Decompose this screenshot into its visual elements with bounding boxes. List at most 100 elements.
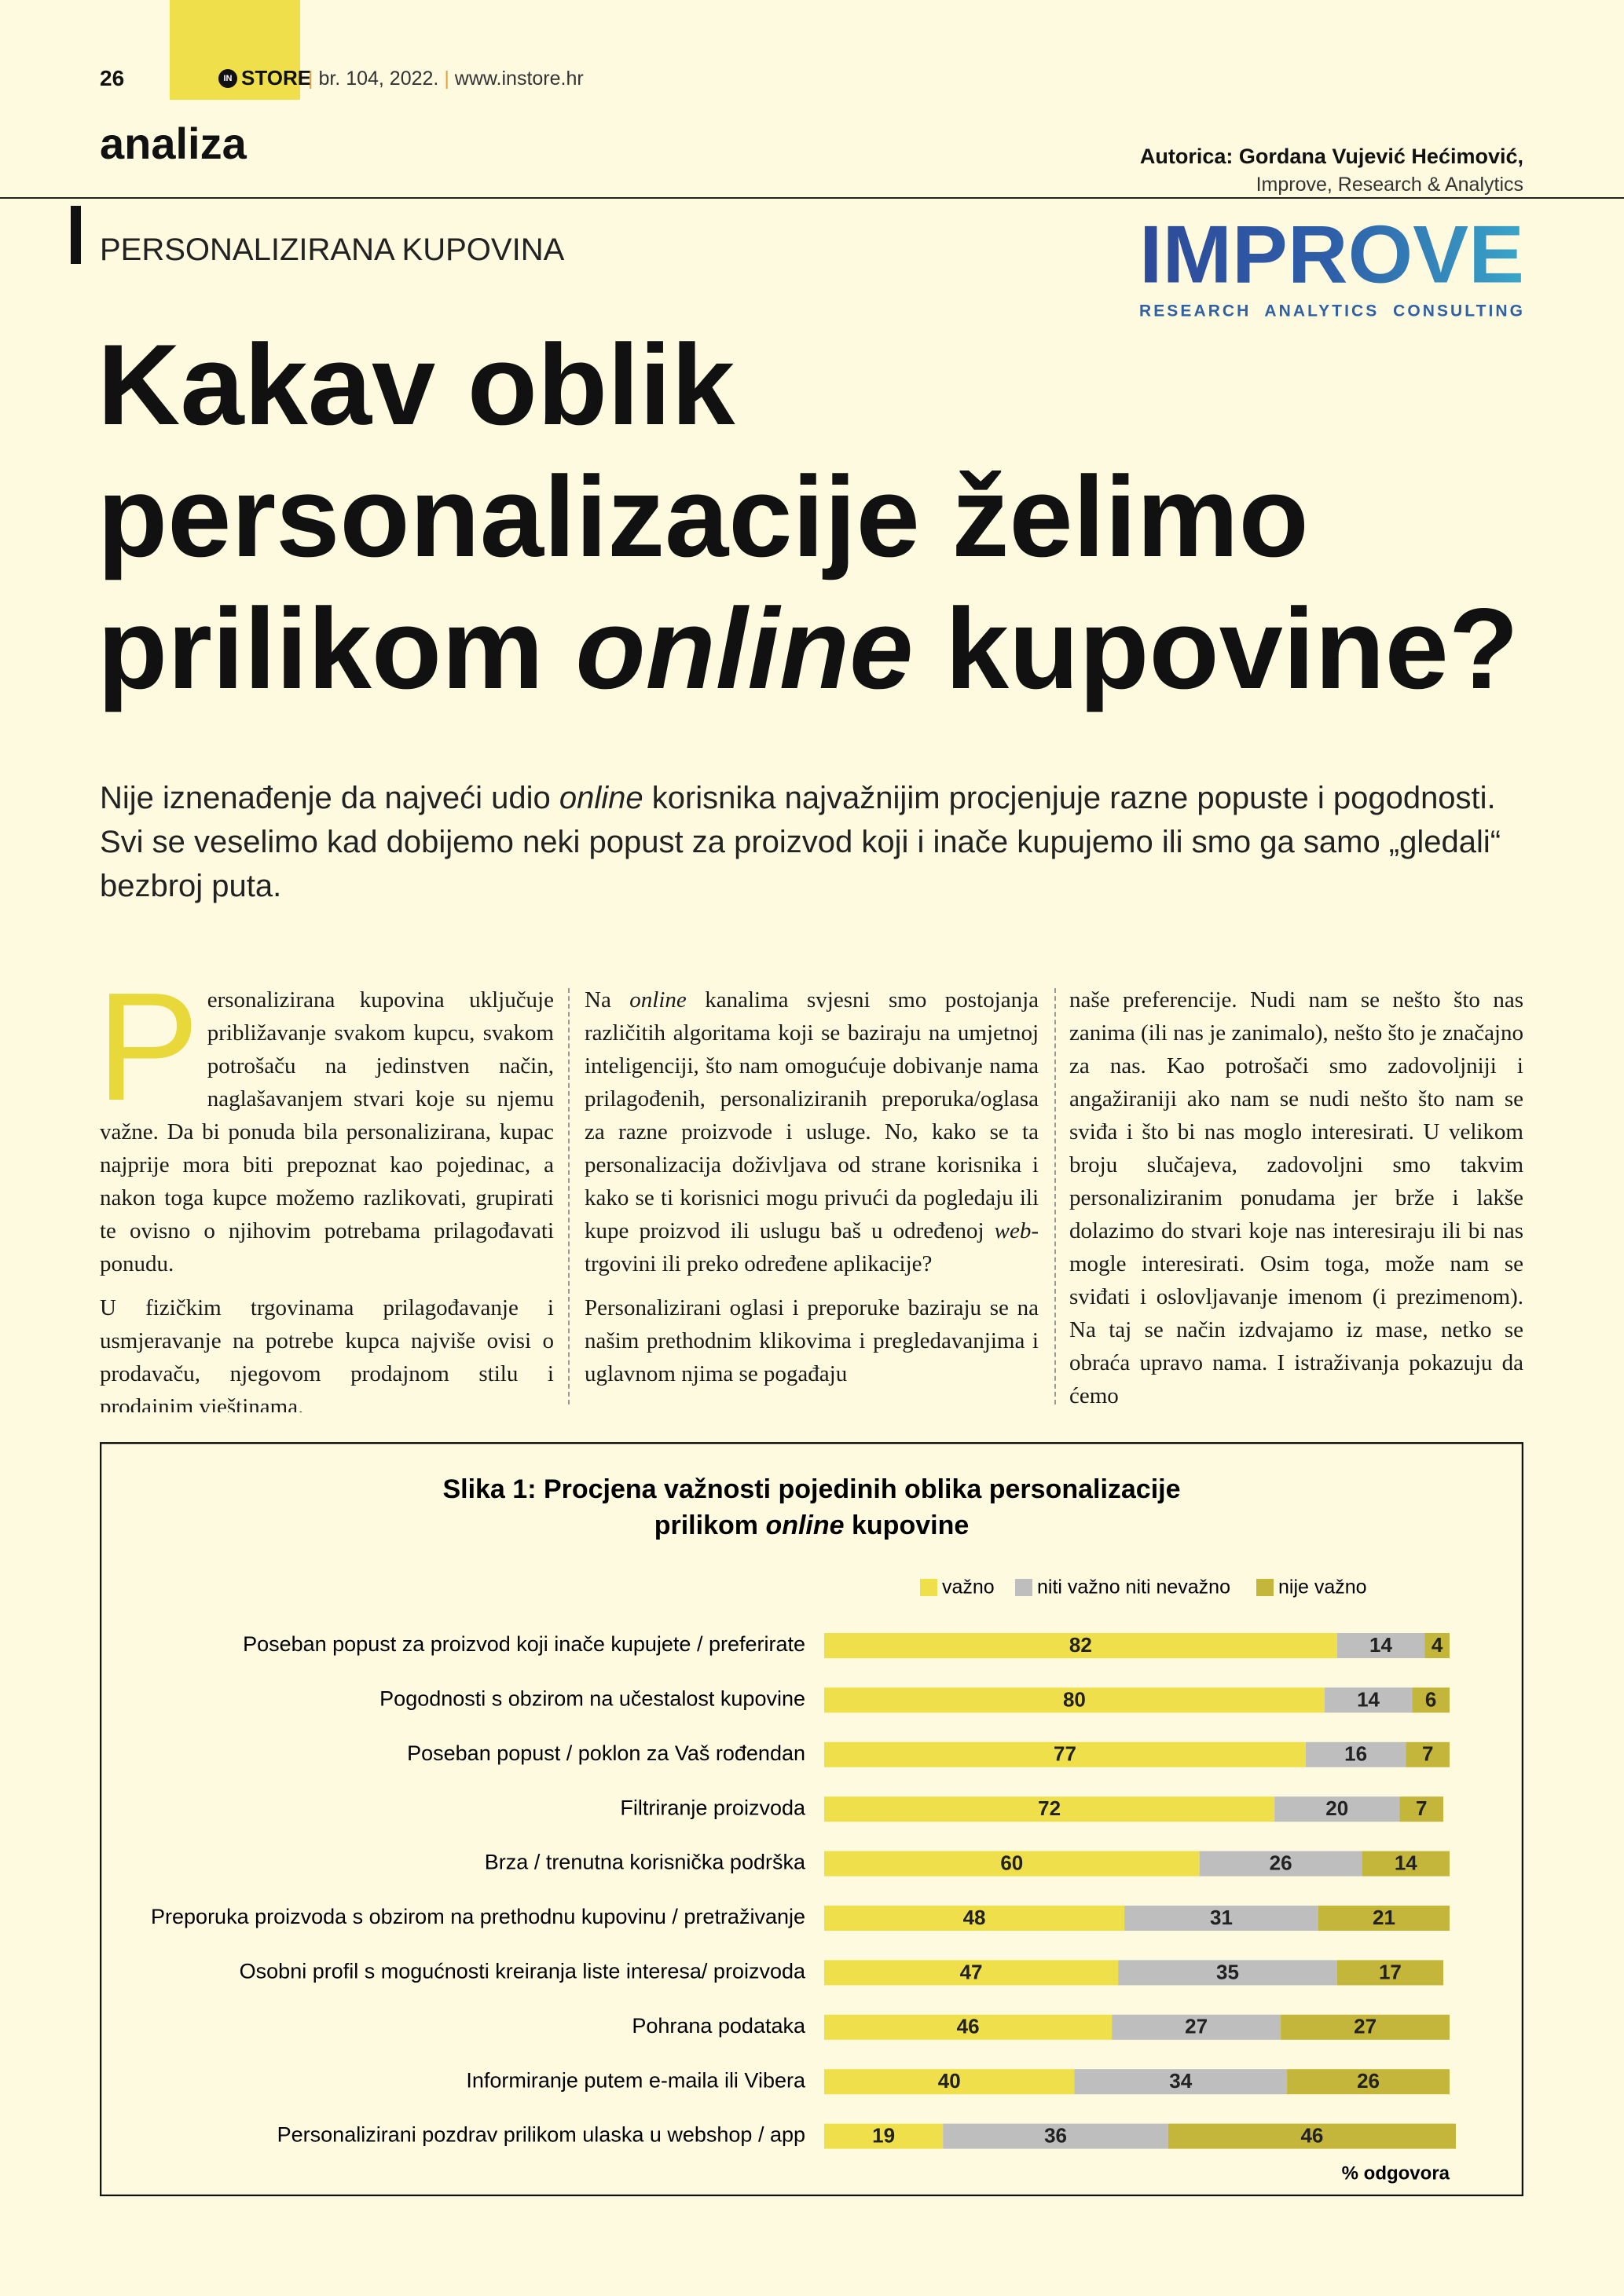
paragraph-text: -trgovini ili preko određene aplikacije? xyxy=(585,1218,1039,1276)
value-label: 14 xyxy=(1369,1633,1392,1657)
bar-segment xyxy=(1336,1633,1425,1658)
website: www.instore.hr xyxy=(454,68,584,90)
bar-segment xyxy=(1287,2069,1450,2095)
drop-cap: P xyxy=(100,983,200,1133)
value-label: 17 xyxy=(1379,1960,1402,1983)
separator: | xyxy=(308,68,313,90)
value-label: 34 xyxy=(1169,2069,1192,2093)
paragraph-text: online xyxy=(629,987,687,1013)
logo-in: IN xyxy=(218,68,237,88)
chart-title-text: online xyxy=(765,1511,844,1540)
value-label: 46 xyxy=(957,2015,980,2038)
chart-title: prilikom online kupovine xyxy=(654,1511,970,1540)
value-label: 4 xyxy=(1432,1633,1443,1657)
category-label: Pohrana podataka xyxy=(632,2014,806,2038)
value-label: 36 xyxy=(1044,2123,1067,2147)
bar-segment xyxy=(1362,1851,1450,1877)
value-label: 47 xyxy=(960,1960,983,1983)
bar-segment xyxy=(824,1796,1275,1822)
separator: | xyxy=(444,68,449,90)
legend-swatch xyxy=(1015,1579,1032,1596)
headline-line: prilikom online kupovine? xyxy=(97,584,1519,712)
bar-segment xyxy=(1074,2069,1288,2095)
category-label: Filtriranje proizvoda xyxy=(620,1796,806,1819)
value-label: 80 xyxy=(1063,1687,1086,1711)
bar-segment xyxy=(824,1851,1200,1877)
value-label: 7 xyxy=(1416,1796,1427,1820)
category-label: Pogodnosti s obzirom na učestalost kupov… xyxy=(379,1687,805,1711)
bar-segment xyxy=(824,1633,1337,1658)
category-label: Brza / trenutna korisnička podrška xyxy=(485,1851,806,1874)
bar-segment xyxy=(1318,1906,1450,1931)
lead: Nije iznenađenje da najveći udio online … xyxy=(100,776,1526,908)
paragraph-text: Na xyxy=(585,987,630,1013)
headline-text: prilikom xyxy=(97,584,575,712)
header-rule xyxy=(0,197,1624,199)
legend-label: niti važno niti nevažno xyxy=(1037,1576,1230,1598)
paragraph-text: ersonalizirana kupovina uključuje pribli… xyxy=(100,987,554,1276)
bar-segment xyxy=(1124,1906,1318,1931)
bar-segment xyxy=(824,1741,1306,1767)
value-label: 40 xyxy=(938,2069,961,2093)
author-affiliation: Improve, Research & Analytics xyxy=(1256,174,1523,196)
value-label: 27 xyxy=(1354,2015,1377,2038)
paragraph: U fizičkim trgovinama prilagođavanje i u… xyxy=(100,1291,554,1412)
issue-info: | br. 104, 2022. | www.instore.hr xyxy=(308,68,584,90)
value-label: 19 xyxy=(872,2123,895,2147)
column-separator xyxy=(568,988,570,1404)
bar-segment xyxy=(1274,1796,1400,1822)
page-number: 26 xyxy=(100,66,125,90)
bar-segment xyxy=(1399,1796,1444,1822)
chart-title-text: prilikom xyxy=(654,1511,766,1540)
legend-label: važno xyxy=(942,1576,995,1598)
bar-segment xyxy=(1281,2014,1450,2040)
chart-frame xyxy=(100,1442,1523,2196)
logo-name: IMPROVE xyxy=(1139,220,1524,300)
value-label: 7 xyxy=(1422,1742,1433,1766)
category-label: Osobni profil s mogućnosti kreiranja lis… xyxy=(240,1960,806,1983)
bar-segment xyxy=(943,2123,1168,2149)
value-label: 35 xyxy=(1216,1960,1239,1983)
bar-segment xyxy=(824,2123,944,2149)
bar-segment xyxy=(1412,1687,1450,1713)
improve-logo: IMPROVE RESEARCH ANALYTICS CONSULTING xyxy=(1139,220,1524,320)
column: naše preferencije. Nudi nam se nešto što… xyxy=(1069,983,1523,1412)
chart-title-text: kupovine xyxy=(845,1511,970,1540)
legend-label: nije važno xyxy=(1278,1576,1367,1598)
paragraph: naše preferencije. Nudi nam se nešto što… xyxy=(1069,983,1523,1412)
legend-swatch xyxy=(920,1579,937,1596)
value-label: 14 xyxy=(1395,1851,1417,1874)
column-separator xyxy=(1054,988,1056,1404)
paragraph: Na online kanalima svjesni smo postojanj… xyxy=(585,983,1039,1280)
value-label: 20 xyxy=(1325,1796,1348,1820)
issue: br. 104, 2022. xyxy=(318,68,439,90)
author-name: Autorica: Gordana Vujević Hećimović, xyxy=(1139,145,1523,168)
value-label: 60 xyxy=(1000,1851,1023,1874)
value-label: 72 xyxy=(1038,1796,1061,1820)
bar-segment xyxy=(1424,1633,1450,1658)
value-label: 21 xyxy=(1373,1906,1395,1929)
paragraph: Personalizirani oglasi i preporuke bazir… xyxy=(585,1291,1039,1390)
section-label: analiza xyxy=(100,119,247,168)
headline-line: Kakav oblik xyxy=(97,320,735,449)
category-label: Personalizirani pozdrav prilikom ulaska … xyxy=(277,2123,805,2147)
headline: Kakav oblik personalizacije želimo prili… xyxy=(97,320,1519,712)
bar-segment xyxy=(1324,1687,1413,1713)
bar-segment xyxy=(824,1906,1125,1931)
bar-segment xyxy=(1118,1960,1337,1986)
lead-text: korisnika najvažnijim procjenjuje razne … xyxy=(100,781,1501,903)
column: Na online kanalima svjesni smo postojanj… xyxy=(585,983,1039,1412)
paragraph-text: U fizičkim trgovinama prilagođavanje i u… xyxy=(100,1295,554,1412)
headline-text: online xyxy=(575,584,913,712)
kicker: PERSONALIZIRANA KUPOVINA xyxy=(100,233,565,267)
kicker-bar xyxy=(71,206,81,264)
magazine-logo: IN STORE xyxy=(218,66,311,90)
value-label: 16 xyxy=(1344,1742,1367,1766)
chart-note: % odgovora xyxy=(1342,2162,1450,2184)
value-label: 77 xyxy=(1054,1742,1076,1766)
headline-line: personalizacije želimo xyxy=(97,452,1309,580)
value-label: 46 xyxy=(1300,2123,1323,2147)
paragraph-text: Personalizirani oglasi i preporuke bazir… xyxy=(585,1295,1039,1386)
